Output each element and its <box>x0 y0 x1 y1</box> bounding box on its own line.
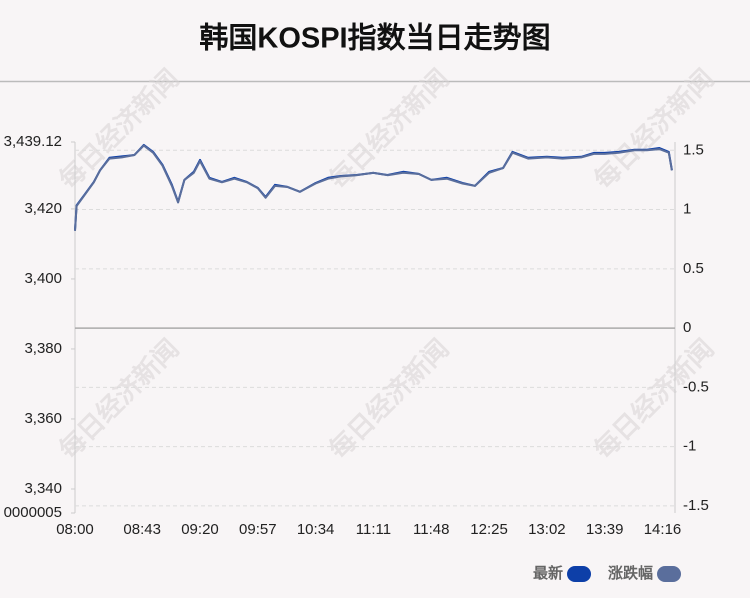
legend-label: 涨跌幅 <box>608 564 653 582</box>
x-tick-label: 08:43 <box>123 521 161 538</box>
x-tick-label: 14:16 <box>644 521 682 538</box>
watermark: 每日经济新闻 <box>53 63 185 195</box>
y-tick-label: 3,360 <box>24 410 62 427</box>
watermark: 每日经济新闻 <box>588 63 720 195</box>
watermark: 每日经济新闻 <box>323 333 455 465</box>
watermark: 每日经济新闻 <box>588 333 720 465</box>
y2-tick-label: -1.5 <box>683 497 709 514</box>
x-tick-label: 13:39 <box>586 521 624 538</box>
legend-label: 最新 <box>533 564 563 582</box>
y-tick-label: 3,400 <box>24 270 62 287</box>
legend-swatch <box>657 566 682 582</box>
y2-tick-label: -1 <box>683 438 696 455</box>
y-tick-label: 0000005 <box>4 504 62 521</box>
y2-tick-label: 0 <box>683 319 691 336</box>
series-line <box>74 144 673 231</box>
x-tick-label: 09:57 <box>239 521 277 538</box>
x-tick-label: 09:20 <box>181 521 219 538</box>
y-tick-label: 3,439.12 <box>4 133 62 150</box>
chart-title: 韩国KOSPI指数当日走势图 <box>199 22 550 55</box>
x-tick-label: 11:11 <box>356 521 391 538</box>
y-tick-label: 3,380 <box>24 340 62 357</box>
y-tick-label: 3,420 <box>24 200 62 217</box>
x-tick-label: 08:00 <box>56 521 94 538</box>
y2-tick-label: 0.5 <box>683 260 704 277</box>
y2-tick-label: 1 <box>683 201 691 218</box>
legend-swatch <box>567 566 592 582</box>
x-tick-label: 12:25 <box>470 521 508 538</box>
x-tick-label: 10:34 <box>297 521 335 538</box>
y-tick-label: 3,340 <box>24 480 62 497</box>
y2-tick-label: -0.5 <box>683 378 709 395</box>
x-tick-label: 11:48 <box>413 521 449 538</box>
x-tick-label: 13:02 <box>528 521 566 538</box>
watermark: 每日经济新闻 <box>53 333 185 465</box>
y2-tick-label: 1.5 <box>683 141 704 158</box>
